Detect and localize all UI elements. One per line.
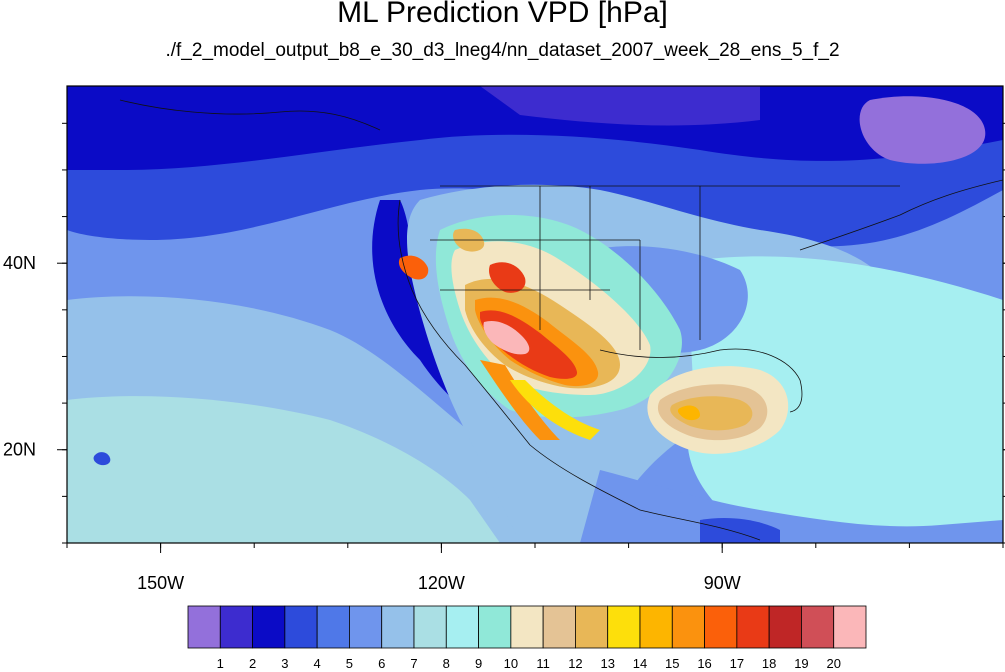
colorbar-swatch bbox=[187, 605, 221, 649]
colorbar-swatch bbox=[768, 605, 802, 649]
colorbar-swatch bbox=[284, 605, 318, 649]
colorbar-label: 14 bbox=[633, 656, 647, 671]
colorbar: 1 2 3 4 5 6 7 8 9 10 11 12 13 14 15 16 17 18 19 20 bbox=[187, 605, 867, 671]
colorbar-swatch bbox=[542, 605, 576, 649]
colorbar-swatch bbox=[445, 605, 479, 649]
colorbar-swatch bbox=[833, 605, 867, 649]
vpd-field bbox=[67, 86, 1003, 543]
colorbar-swatch bbox=[607, 605, 641, 649]
colorbar-label: 2 bbox=[249, 656, 256, 671]
colorbar-swatch bbox=[639, 605, 673, 649]
x-tick-label: 90W bbox=[704, 573, 741, 593]
colorbar-swatch bbox=[349, 605, 383, 649]
colorbar-label: 6 bbox=[378, 656, 385, 671]
colorbar-label: 11 bbox=[536, 656, 550, 671]
colorbar-label: 12 bbox=[568, 656, 582, 671]
y-tick-label: 20N bbox=[3, 440, 36, 460]
x-axis: 150W 120W 90W bbox=[66, 543, 1004, 593]
coastlines bbox=[119, 99, 1003, 541]
colorbar-label: 1 bbox=[217, 656, 224, 671]
colorbar-label: 20 bbox=[826, 656, 840, 671]
colorbar-label: 17 bbox=[730, 656, 744, 671]
x-tick-label: 120W bbox=[418, 573, 465, 593]
colorbar-label: 9 bbox=[475, 656, 482, 671]
colorbar-swatch bbox=[252, 605, 286, 649]
y-tick-label: 40N bbox=[3, 253, 36, 273]
colorbar-swatch bbox=[736, 605, 770, 649]
colorbar-label: 8 bbox=[443, 656, 450, 671]
colorbar-label: 15 bbox=[665, 656, 679, 671]
colorbar-swatch bbox=[478, 605, 512, 649]
colorbar-label: 7 bbox=[410, 656, 417, 671]
colorbar-label: 18 bbox=[762, 656, 776, 671]
colorbar-swatch bbox=[671, 605, 705, 649]
colorbar-swatch bbox=[316, 605, 350, 649]
plot-title: ML Prediction VPD [hPa] bbox=[337, 0, 668, 29]
colorbar-swatch bbox=[575, 605, 609, 649]
y-axis: 40N 20N bbox=[3, 122, 1005, 544]
colorbar-swatch bbox=[510, 605, 544, 649]
colorbar-label: 16 bbox=[697, 656, 711, 671]
colorbar-label: 3 bbox=[281, 656, 288, 671]
colorbar-label: 19 bbox=[794, 656, 808, 671]
colorbar-label: 4 bbox=[314, 656, 321, 671]
plot-subtitle: ./f_2_model_output_b8_e_30_d3_lneg4/nn_d… bbox=[165, 40, 840, 61]
colorbar-swatch bbox=[413, 605, 447, 649]
colorbar-swatch bbox=[219, 605, 253, 649]
colorbar-label: 13 bbox=[600, 656, 614, 671]
colorbar-swatch bbox=[801, 605, 835, 649]
colorbar-swatch bbox=[704, 605, 738, 649]
colorbar-label: 10 bbox=[504, 656, 518, 671]
x-tick-label: 150W bbox=[137, 573, 184, 593]
colorbar-label: 5 bbox=[346, 656, 353, 671]
colorbar-swatch bbox=[381, 605, 415, 649]
